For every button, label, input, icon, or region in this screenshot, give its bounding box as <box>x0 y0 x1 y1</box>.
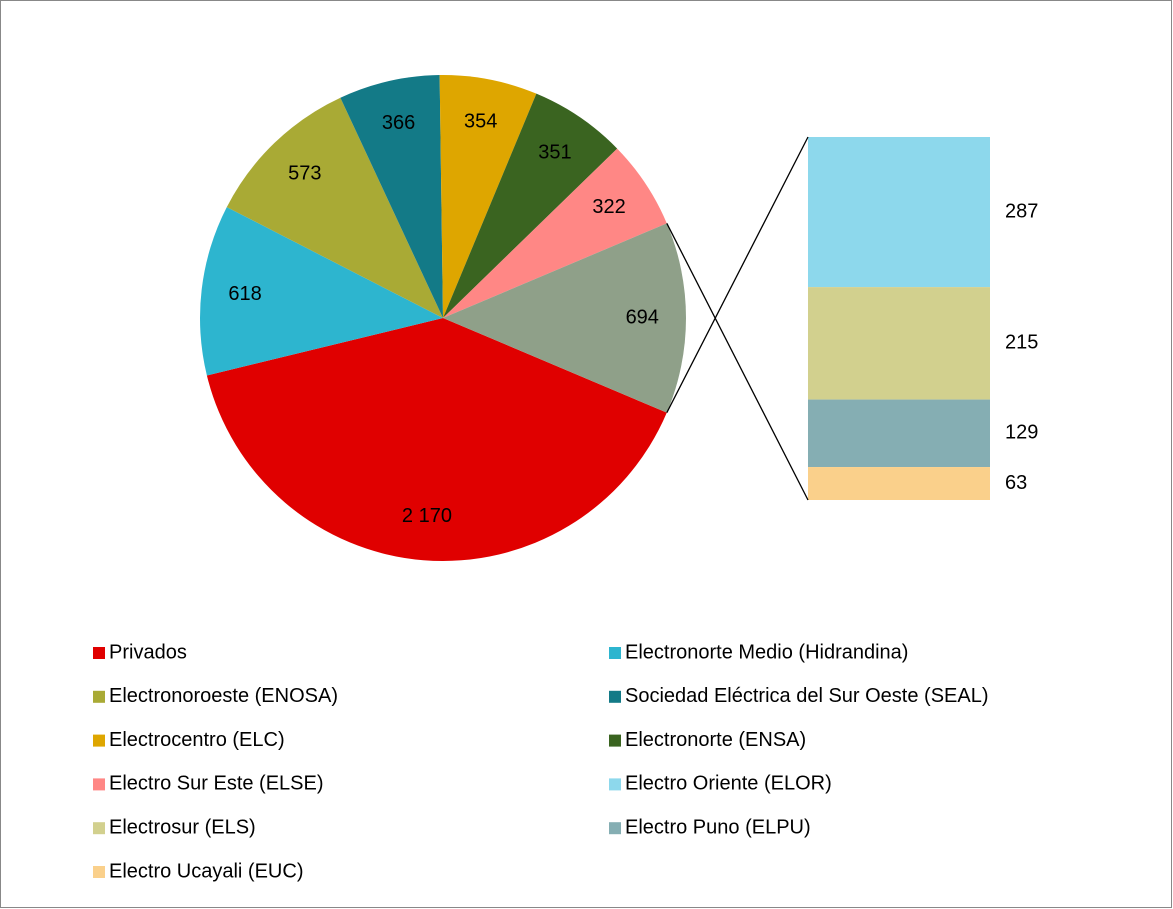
pie-slice <box>200 207 443 376</box>
data-label: 354 <box>464 111 497 133</box>
bar-segment <box>808 467 990 500</box>
legend-swatch <box>609 647 621 659</box>
legend-swatch <box>609 690 621 703</box>
data-label: 618 <box>228 283 261 305</box>
legend-label: Electrocentro (ELC) <box>109 729 285 751</box>
pie-slice <box>226 97 443 318</box>
data-label: 322 <box>592 196 625 218</box>
connector-line <box>666 223 809 501</box>
bar-segment <box>808 287 990 400</box>
connector-line <box>666 136 809 413</box>
pie-slice <box>439 75 537 318</box>
legend-label: Sociedad Eléctrica del Sur Oeste (SEAL) <box>625 685 989 707</box>
data-label: 287 <box>1005 200 1038 222</box>
data-label: 573 <box>288 163 321 185</box>
bar-segment <box>808 137 990 288</box>
legend-label: Electronorte (ENSA) <box>625 729 806 751</box>
legend-swatch <box>93 866 105 878</box>
legend-swatch <box>93 647 105 659</box>
bar-segment <box>808 399 990 468</box>
pie-slice <box>443 223 686 413</box>
data-label: 215 <box>1005 332 1038 354</box>
legend-label: Electro Puno (ELPU) <box>625 816 811 838</box>
legend-label: Electro Oriente (ELOR) <box>625 773 832 795</box>
legend-swatch <box>609 778 621 791</box>
legend-swatch <box>609 734 621 747</box>
legend-label: Privados <box>109 641 187 663</box>
pie-slice <box>206 318 667 561</box>
legend-swatch <box>93 734 105 747</box>
data-label: 366 <box>382 112 415 134</box>
legend-label: Electronorte Medio (Hidrandina) <box>625 641 908 663</box>
legend-swatch <box>609 822 621 835</box>
pie-slice <box>443 93 618 318</box>
data-label: 694 <box>626 306 659 328</box>
data-label: 2 170 <box>402 505 452 527</box>
legend-label: Electronoroeste (ENOSA) <box>109 685 338 707</box>
legend-swatch <box>93 690 105 703</box>
pie-slice <box>340 75 443 318</box>
legend-label: Electrosur (ELS) <box>109 816 256 838</box>
legend-label: Electro Ucayali (EUC) <box>109 860 303 882</box>
data-label: 63 <box>1005 472 1027 494</box>
pie-slice <box>443 148 667 318</box>
legend-swatch <box>93 778 105 791</box>
data-label: 129 <box>1005 422 1038 444</box>
legend-swatch <box>93 822 105 835</box>
legend-label: Electro Sur Este (ELSE) <box>109 773 324 795</box>
data-label: 351 <box>538 141 571 163</box>
